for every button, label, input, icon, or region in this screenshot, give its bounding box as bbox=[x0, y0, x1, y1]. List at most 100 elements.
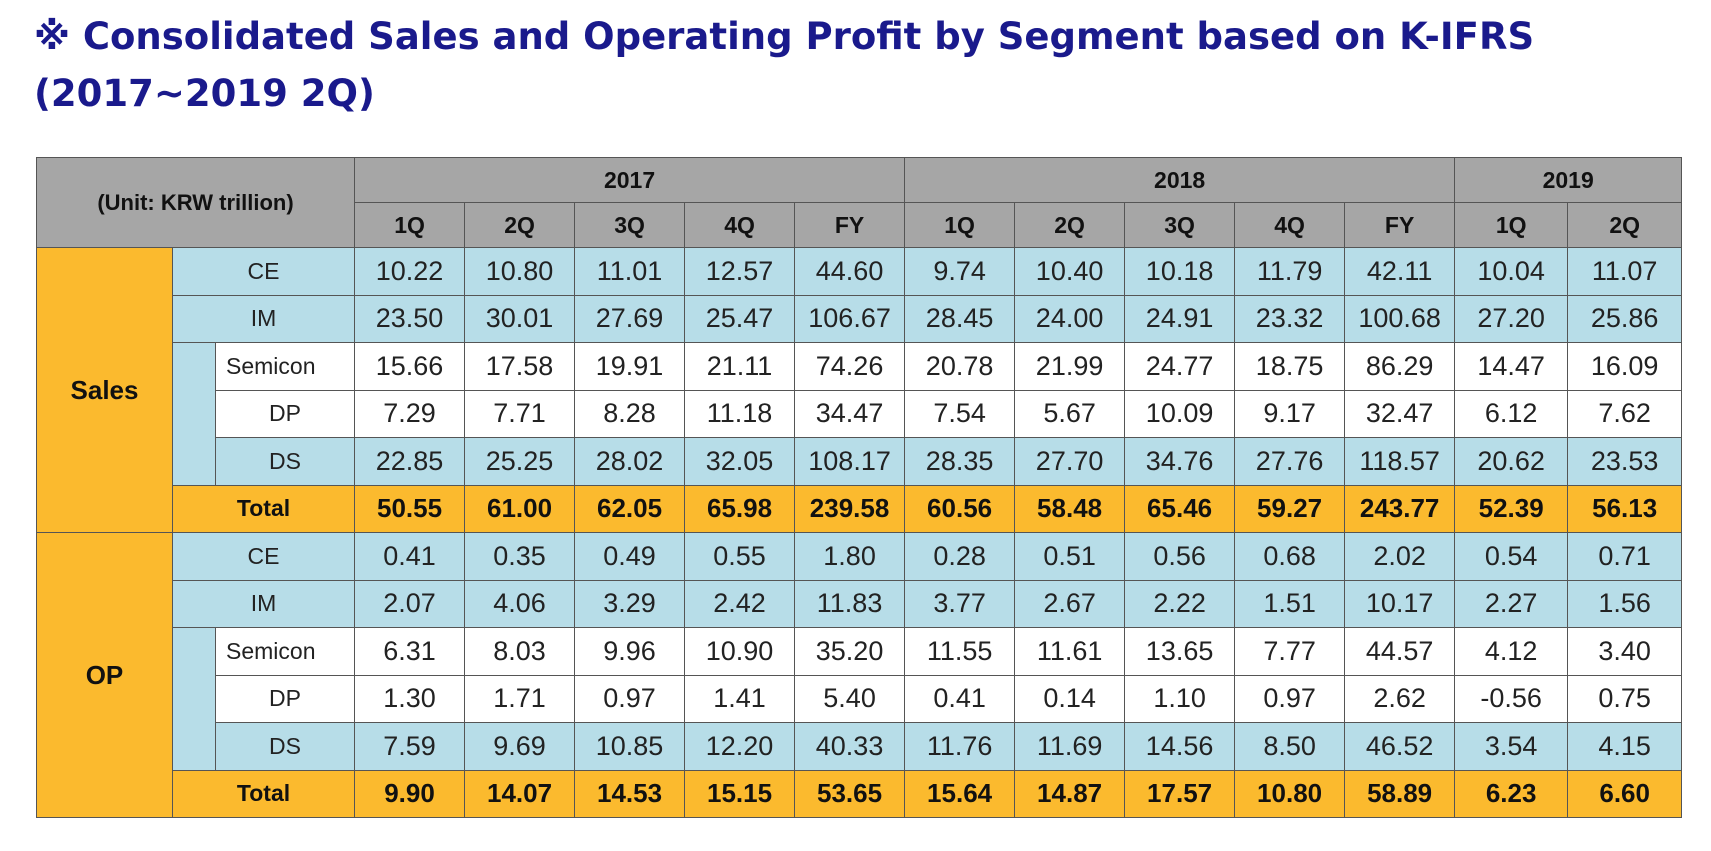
value-cell: 60.56 bbox=[904, 484, 1016, 533]
value-cell: 32.05 bbox=[684, 437, 796, 486]
value-cell: 28.45 bbox=[904, 294, 1016, 343]
value-cell: 23.50 bbox=[354, 294, 466, 343]
value-cell: 4.12 bbox=[1454, 627, 1569, 676]
value-cell: 2.42 bbox=[684, 579, 796, 628]
value-cell: 10.80 bbox=[1234, 769, 1346, 818]
segment-label: Semicon bbox=[214, 342, 356, 391]
value-cell: 27.76 bbox=[1234, 437, 1346, 486]
value-cell: 40.33 bbox=[794, 722, 906, 771]
value-cell: 0.71 bbox=[1567, 532, 1683, 581]
value-cell: 65.46 bbox=[1124, 484, 1236, 533]
value-cell: 9.17 bbox=[1234, 389, 1346, 438]
value-cell: 27.69 bbox=[574, 294, 686, 343]
value-cell: 10.09 bbox=[1124, 389, 1236, 438]
value-cell: 13.65 bbox=[1124, 627, 1236, 676]
value-cell: 15.15 bbox=[684, 769, 796, 818]
segment-label: IM bbox=[171, 294, 356, 343]
value-cell: 9.90 bbox=[354, 769, 466, 818]
value-cell: 6.12 bbox=[1454, 389, 1569, 438]
value-cell: 2.22 bbox=[1124, 579, 1236, 628]
value-cell: 6.23 bbox=[1454, 769, 1569, 818]
quarter-header: 3Q bbox=[574, 202, 686, 248]
value-cell: 46.52 bbox=[1344, 722, 1456, 771]
value-cell: 0.68 bbox=[1234, 532, 1346, 581]
value-cell: 18.75 bbox=[1234, 342, 1346, 391]
value-cell: 0.97 bbox=[574, 674, 686, 723]
segment-label: Total bbox=[171, 769, 356, 818]
value-cell: 34.47 bbox=[794, 389, 906, 438]
value-cell: 15.66 bbox=[354, 342, 466, 391]
value-cell: 27.70 bbox=[1014, 437, 1126, 486]
value-cell: 7.77 bbox=[1234, 627, 1346, 676]
value-cell: 0.28 bbox=[904, 532, 1016, 581]
value-cell: 5.40 bbox=[794, 674, 906, 723]
value-cell: 11.18 bbox=[684, 389, 796, 438]
value-cell: 3.29 bbox=[574, 579, 686, 628]
value-cell: 10.85 bbox=[574, 722, 686, 771]
value-cell: 10.18 bbox=[1124, 247, 1236, 296]
value-cell: 23.32 bbox=[1234, 294, 1346, 343]
value-cell: 0.75 bbox=[1567, 674, 1683, 723]
group-label-op: OP bbox=[36, 532, 173, 818]
value-cell: 11.55 bbox=[904, 627, 1016, 676]
year-header-2018: 2018 bbox=[904, 157, 1456, 203]
value-cell: 106.67 bbox=[794, 294, 906, 343]
value-cell: 25.47 bbox=[684, 294, 796, 343]
ds-indent-bar bbox=[172, 342, 216, 486]
value-cell: 1.51 bbox=[1234, 579, 1346, 628]
value-cell: 28.35 bbox=[904, 437, 1016, 486]
segment-label: DS bbox=[214, 722, 356, 771]
value-cell: 12.57 bbox=[684, 247, 796, 296]
segment-label: IM bbox=[171, 579, 356, 628]
value-cell: 1.80 bbox=[794, 532, 906, 581]
value-cell: 10.04 bbox=[1454, 247, 1569, 296]
value-cell: 21.11 bbox=[684, 342, 796, 391]
value-cell: 56.13 bbox=[1567, 484, 1683, 533]
value-cell: 61.00 bbox=[464, 484, 576, 533]
quarter-header: 3Q bbox=[1124, 202, 1236, 248]
value-cell: 15.64 bbox=[904, 769, 1016, 818]
table-row: IM 23.50 30.01 27.69 25.47 106.67 28.45 24.00 24… bbox=[37, 294, 1683, 343]
value-cell: 0.55 bbox=[684, 532, 796, 581]
value-cell: 53.65 bbox=[794, 769, 906, 818]
value-cell: 1.71 bbox=[464, 674, 576, 723]
value-cell: 5.67 bbox=[1014, 389, 1126, 438]
value-cell: 239.58 bbox=[794, 484, 906, 533]
group-label-sales: Sales bbox=[36, 247, 173, 533]
value-cell: 22.85 bbox=[354, 437, 466, 486]
quarter-header: FY bbox=[794, 202, 906, 248]
table-row: Sales CE 10.22 10.80 11.01 12.57 44.60 9.74 10.4… bbox=[36, 247, 1683, 533]
value-cell: 2.67 bbox=[1014, 579, 1126, 628]
quarter-header: 2Q bbox=[1014, 202, 1126, 248]
value-cell: 14.53 bbox=[574, 769, 686, 818]
value-cell: -0.56 bbox=[1454, 674, 1569, 723]
value-cell: 0.14 bbox=[1014, 674, 1126, 723]
value-cell: 10.90 bbox=[684, 627, 796, 676]
value-cell: 44.60 bbox=[794, 247, 906, 296]
value-cell: 8.28 bbox=[574, 389, 686, 438]
value-cell: 3.40 bbox=[1567, 627, 1683, 676]
segment-label: DP bbox=[214, 674, 356, 723]
quarter-header: 4Q bbox=[1234, 202, 1346, 248]
quarter-header: FY bbox=[1344, 202, 1456, 248]
value-cell: 243.77 bbox=[1344, 484, 1456, 533]
quarter-header: 4Q bbox=[684, 202, 796, 248]
value-cell: 27.20 bbox=[1454, 294, 1569, 343]
quarter-header: 1Q bbox=[354, 202, 466, 248]
table-row: DS 7.59 9.69 10.85 12.20 40.33 11.76 11.69 14.56… bbox=[37, 722, 1683, 771]
year-header-2019: 2019 bbox=[1454, 157, 1683, 203]
value-cell: 11.83 bbox=[794, 579, 906, 628]
value-cell: 108.17 bbox=[794, 437, 906, 486]
value-cell: 11.61 bbox=[1014, 627, 1126, 676]
value-cell: 35.20 bbox=[794, 627, 906, 676]
value-cell: 16.09 bbox=[1567, 342, 1683, 391]
value-cell: 7.29 bbox=[354, 389, 466, 438]
value-cell: 0.49 bbox=[574, 532, 686, 581]
value-cell: 7.62 bbox=[1567, 389, 1683, 438]
value-cell: 59.27 bbox=[1234, 484, 1346, 533]
value-cell: 24.91 bbox=[1124, 294, 1236, 343]
value-cell: 21.99 bbox=[1014, 342, 1126, 391]
value-cell: 1.10 bbox=[1124, 674, 1236, 723]
value-cell: 58.89 bbox=[1344, 769, 1456, 818]
value-cell: 0.51 bbox=[1014, 532, 1126, 581]
